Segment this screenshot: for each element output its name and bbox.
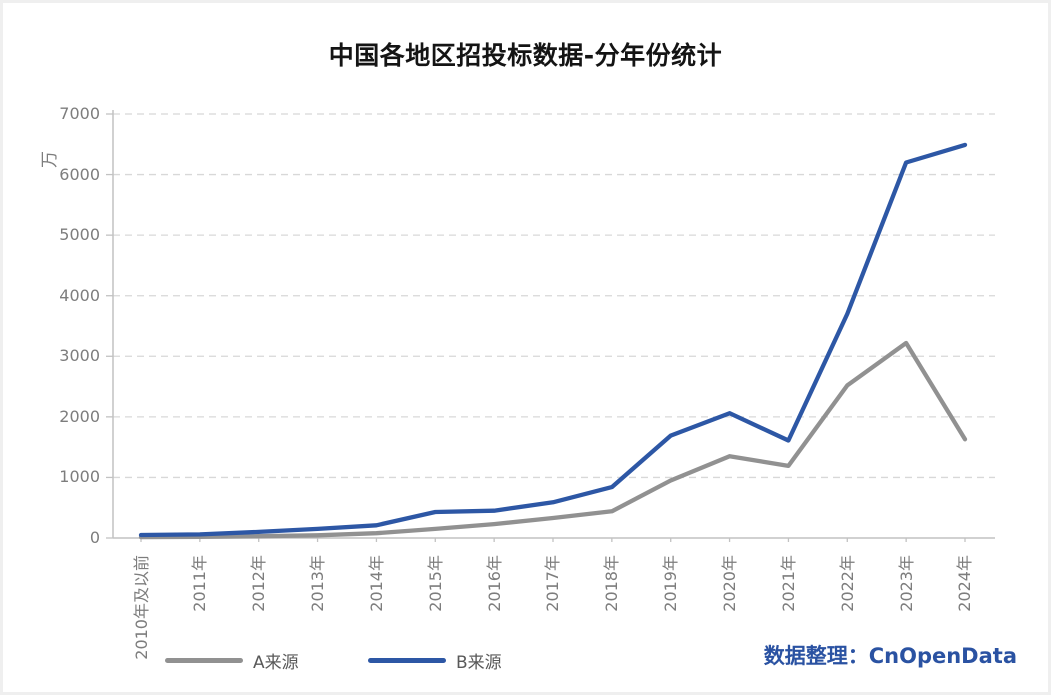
x-tick-label: 2018年 (602, 555, 622, 612)
y-tick-label: 2000 (59, 406, 100, 426)
legend-swatch-b-line (368, 657, 446, 663)
x-tick-label: 2019年 (661, 555, 681, 612)
y-tick-label: 4000 (59, 285, 100, 305)
x-tick-label: 2016年 (484, 555, 504, 612)
legend-item-b: B来源 (368, 647, 502, 673)
x-tick-label: 2017年 (543, 555, 563, 612)
legend-item-a: A来源 (165, 647, 299, 673)
x-tick-label: 2013年 (308, 555, 328, 612)
attribution-text: 数据整理：CnOpenData (763, 644, 1017, 668)
y-tick-label: 5000 (59, 225, 100, 245)
y-tick-label: 1000 (59, 467, 100, 487)
legend-swatch-a-line (165, 657, 243, 663)
x-tick-label: 2024年 (955, 555, 975, 612)
plot-area (106, 110, 995, 542)
series-line-A来源 (138, 340, 968, 540)
x-tick-label: 2012年 (249, 555, 269, 612)
y-tick-label: 3000 (59, 346, 100, 366)
x-tick-label: 2015年 (425, 555, 445, 612)
chart-title: 中国各地区招投标数据-分年份统计 (328, 41, 723, 70)
x-axis-tick-labels: 2010年及以前 2011年 2012年 2013年 2014年 2015年 2016年 20… (3, 3, 1048, 692)
y-tick-label: 6000 (59, 164, 100, 184)
series-line-B来源 (138, 142, 968, 538)
x-tick-label: 2010年及以前 (131, 555, 151, 660)
y-axis-tick-labels: 0 1000 2000 3000 4000 5000 6000 7000 (3, 3, 100, 692)
legend-label-b: B来源 (456, 652, 502, 673)
x-tick-label: 2020年 (720, 555, 740, 612)
x-tick-label: 2022年 (837, 555, 857, 612)
y-tick-label: 7000 (59, 104, 100, 123)
x-tick-label: 2021年 (778, 555, 798, 612)
x-tick-label: 2014年 (366, 555, 386, 612)
x-tick-label: 2011年 (190, 555, 210, 612)
y-tick-label: 0 (89, 528, 100, 547)
legend-label-a: A来源 (253, 652, 299, 673)
x-tick-label: 2023年 (896, 555, 916, 612)
legend: A来源 B来源 (3, 647, 1048, 673)
